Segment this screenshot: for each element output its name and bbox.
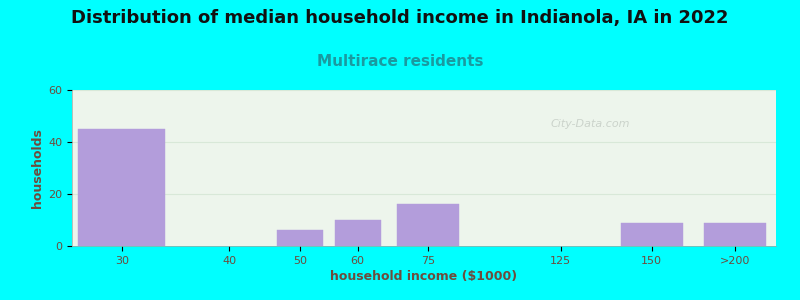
- Text: Multirace residents: Multirace residents: [317, 54, 483, 69]
- Text: City-Data.com: City-Data.com: [550, 119, 630, 129]
- Y-axis label: households: households: [31, 128, 44, 208]
- Text: Distribution of median household income in Indianola, IA in 2022: Distribution of median household income …: [71, 9, 729, 27]
- Bar: [621, 223, 683, 246]
- Bar: [78, 129, 165, 246]
- X-axis label: household income ($1000): household income ($1000): [330, 270, 518, 283]
- Bar: [703, 223, 766, 246]
- Bar: [335, 220, 381, 246]
- Bar: [277, 230, 322, 246]
- Bar: [397, 204, 459, 246]
